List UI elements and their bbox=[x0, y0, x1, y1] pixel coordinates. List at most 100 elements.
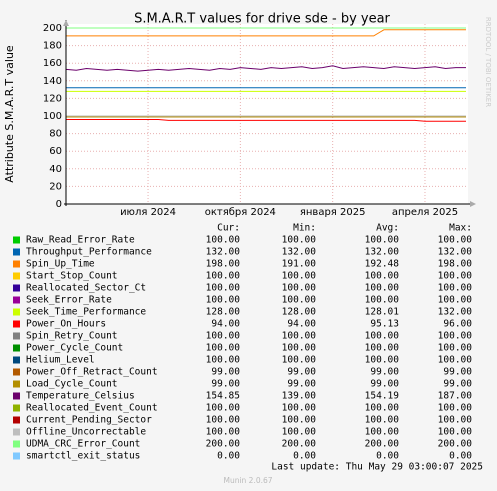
legend-label: Load_Cycle_Count bbox=[26, 379, 118, 390]
legend-stat: 132.00 bbox=[282, 247, 317, 258]
legend-stat: 187.00 bbox=[438, 391, 473, 402]
legend-stat: 100.00 bbox=[365, 235, 400, 246]
legend-stat: 0.00 bbox=[449, 451, 472, 462]
legend-stat: 198.00 bbox=[438, 259, 473, 270]
series-line bbox=[66, 119, 466, 122]
legend-stat: 99.00 bbox=[370, 367, 399, 378]
legend-label: Reallocated_Event_Count bbox=[26, 403, 158, 414]
legend-stat: 100.00 bbox=[438, 331, 473, 342]
legend-stat: 100.00 bbox=[206, 415, 241, 426]
version: Munin 2.0.67 bbox=[223, 476, 272, 485]
legend-label: Helium_Level bbox=[26, 355, 95, 366]
legend-stat: 132.00 bbox=[438, 247, 473, 258]
legend-swatch bbox=[13, 356, 20, 364]
legend-label: UDMA_CRC_Error_Count bbox=[26, 439, 140, 450]
legend-swatch bbox=[13, 452, 20, 460]
x-tick-label: апреля 2025 bbox=[392, 207, 458, 218]
legend-stat: 132.00 bbox=[365, 247, 400, 258]
chart-title: S.M.A.R.T values for drive sde - by year bbox=[134, 12, 390, 27]
legend-swatch bbox=[13, 440, 20, 448]
legend-stat: 100.00 bbox=[365, 271, 400, 282]
legend-stat: 99.00 bbox=[211, 379, 240, 390]
y-tick-label: 80 bbox=[49, 129, 62, 140]
legend-stat: 99.00 bbox=[443, 367, 472, 378]
legend-label: Current_Pending_Sector bbox=[26, 415, 152, 426]
legend-swatch bbox=[13, 332, 20, 340]
legend-stat: 100.00 bbox=[438, 271, 473, 282]
legend-stat: 100.00 bbox=[365, 427, 400, 438]
legend-stat: 100.00 bbox=[438, 415, 473, 426]
legend-label: Reallocated_Sector_Ct bbox=[26, 283, 146, 294]
legend-label: Spin_Retry_Count bbox=[26, 331, 118, 342]
legend-stat: 100.00 bbox=[438, 295, 473, 306]
legend-stat: 0.00 bbox=[217, 451, 240, 462]
legend-stat: 100.00 bbox=[438, 355, 473, 366]
column-header: Max: bbox=[449, 223, 472, 234]
legend-stat: 100.00 bbox=[282, 403, 317, 414]
legend-stat: 99.00 bbox=[287, 379, 316, 390]
legend-label: Seek_Error_Rate bbox=[26, 295, 112, 306]
legend-stat: 0.00 bbox=[376, 451, 399, 462]
legend-stat: 100.00 bbox=[438, 427, 473, 438]
y-tick-label: 200 bbox=[43, 23, 62, 34]
legend-swatch bbox=[13, 344, 20, 352]
legend-stat: 100.00 bbox=[365, 283, 400, 294]
legend-stat: 100.00 bbox=[282, 295, 317, 306]
legend-stat: 100.00 bbox=[282, 355, 317, 366]
legend: Cur: Min: Avg: Max: Raw_Read_Error_Rate 100.0… bbox=[13, 223, 472, 462]
legend-label: Raw_Read_Error_Rate bbox=[26, 235, 135, 246]
legend-stat: 191.00 bbox=[282, 259, 317, 270]
legend-label: Power_Off_Retract_Count bbox=[26, 367, 158, 378]
y-tick-label: 40 bbox=[49, 164, 62, 175]
legend-swatch bbox=[13, 380, 20, 388]
y-tick-label: 120 bbox=[43, 93, 62, 104]
legend-stat: 100.00 bbox=[206, 355, 241, 366]
x-axis-arrow bbox=[470, 201, 476, 207]
legend-label: Seek_Time_Performance bbox=[26, 307, 146, 318]
legend-stat: 100.00 bbox=[438, 343, 473, 354]
y-axis-label: Attribute S.M.A.R.T value bbox=[3, 45, 16, 183]
legend-swatch bbox=[13, 428, 20, 436]
legend-swatch bbox=[13, 260, 20, 268]
x-tick-label: января 2025 bbox=[300, 207, 366, 218]
legend-label: Temperature_Celsius bbox=[26, 391, 135, 402]
legend-stat: 100.00 bbox=[282, 343, 317, 354]
legend-stat: 96.00 bbox=[443, 319, 472, 330]
series-lines bbox=[65, 27, 466, 205]
legend-stat: 100.00 bbox=[365, 343, 400, 354]
column-header: Avg: bbox=[376, 223, 399, 234]
legend-stat: 198.00 bbox=[206, 259, 241, 270]
legend-stat: 100.00 bbox=[206, 235, 241, 246]
legend-stat: 0.00 bbox=[293, 451, 316, 462]
legend-label: smartctl_exit_status bbox=[26, 451, 140, 462]
legend-stat: 100.00 bbox=[282, 427, 317, 438]
legend-swatch bbox=[13, 272, 20, 280]
series-line bbox=[65, 65, 466, 72]
legend-stat: 100.00 bbox=[438, 235, 473, 246]
legend-stat: 100.00 bbox=[365, 415, 400, 426]
legend-stat: 200.00 bbox=[365, 439, 400, 450]
legend-swatch bbox=[13, 392, 20, 400]
y-tick-label: 180 bbox=[43, 41, 62, 52]
x-tick-label: октября 2024 bbox=[205, 207, 276, 218]
legend-stat: 154.19 bbox=[365, 391, 400, 402]
legend-stat: 100.00 bbox=[282, 235, 317, 246]
legend-swatch bbox=[13, 416, 20, 424]
watermark: RRDTOOL / TOBI OETIKER bbox=[484, 17, 492, 107]
column-header: Cur: bbox=[217, 223, 240, 234]
legend-stat: 100.00 bbox=[365, 295, 400, 306]
x-tick-label: июля 2024 bbox=[120, 207, 176, 218]
legend-stat: 100.00 bbox=[438, 283, 473, 294]
legend-stat: 100.00 bbox=[206, 331, 241, 342]
legend-stat: 128.01 bbox=[365, 307, 400, 318]
legend-stat: 192.48 bbox=[365, 259, 400, 270]
legend-label: Power_Cycle_Count bbox=[26, 343, 123, 354]
y-tick-label: 140 bbox=[43, 76, 62, 87]
legend-stat: 95.13 bbox=[370, 319, 399, 330]
legend-swatch bbox=[13, 320, 20, 328]
plot-area bbox=[66, 24, 468, 204]
legend-stat: 128.00 bbox=[206, 307, 241, 318]
legend-stat: 200.00 bbox=[438, 439, 473, 450]
series-line bbox=[66, 29, 466, 37]
